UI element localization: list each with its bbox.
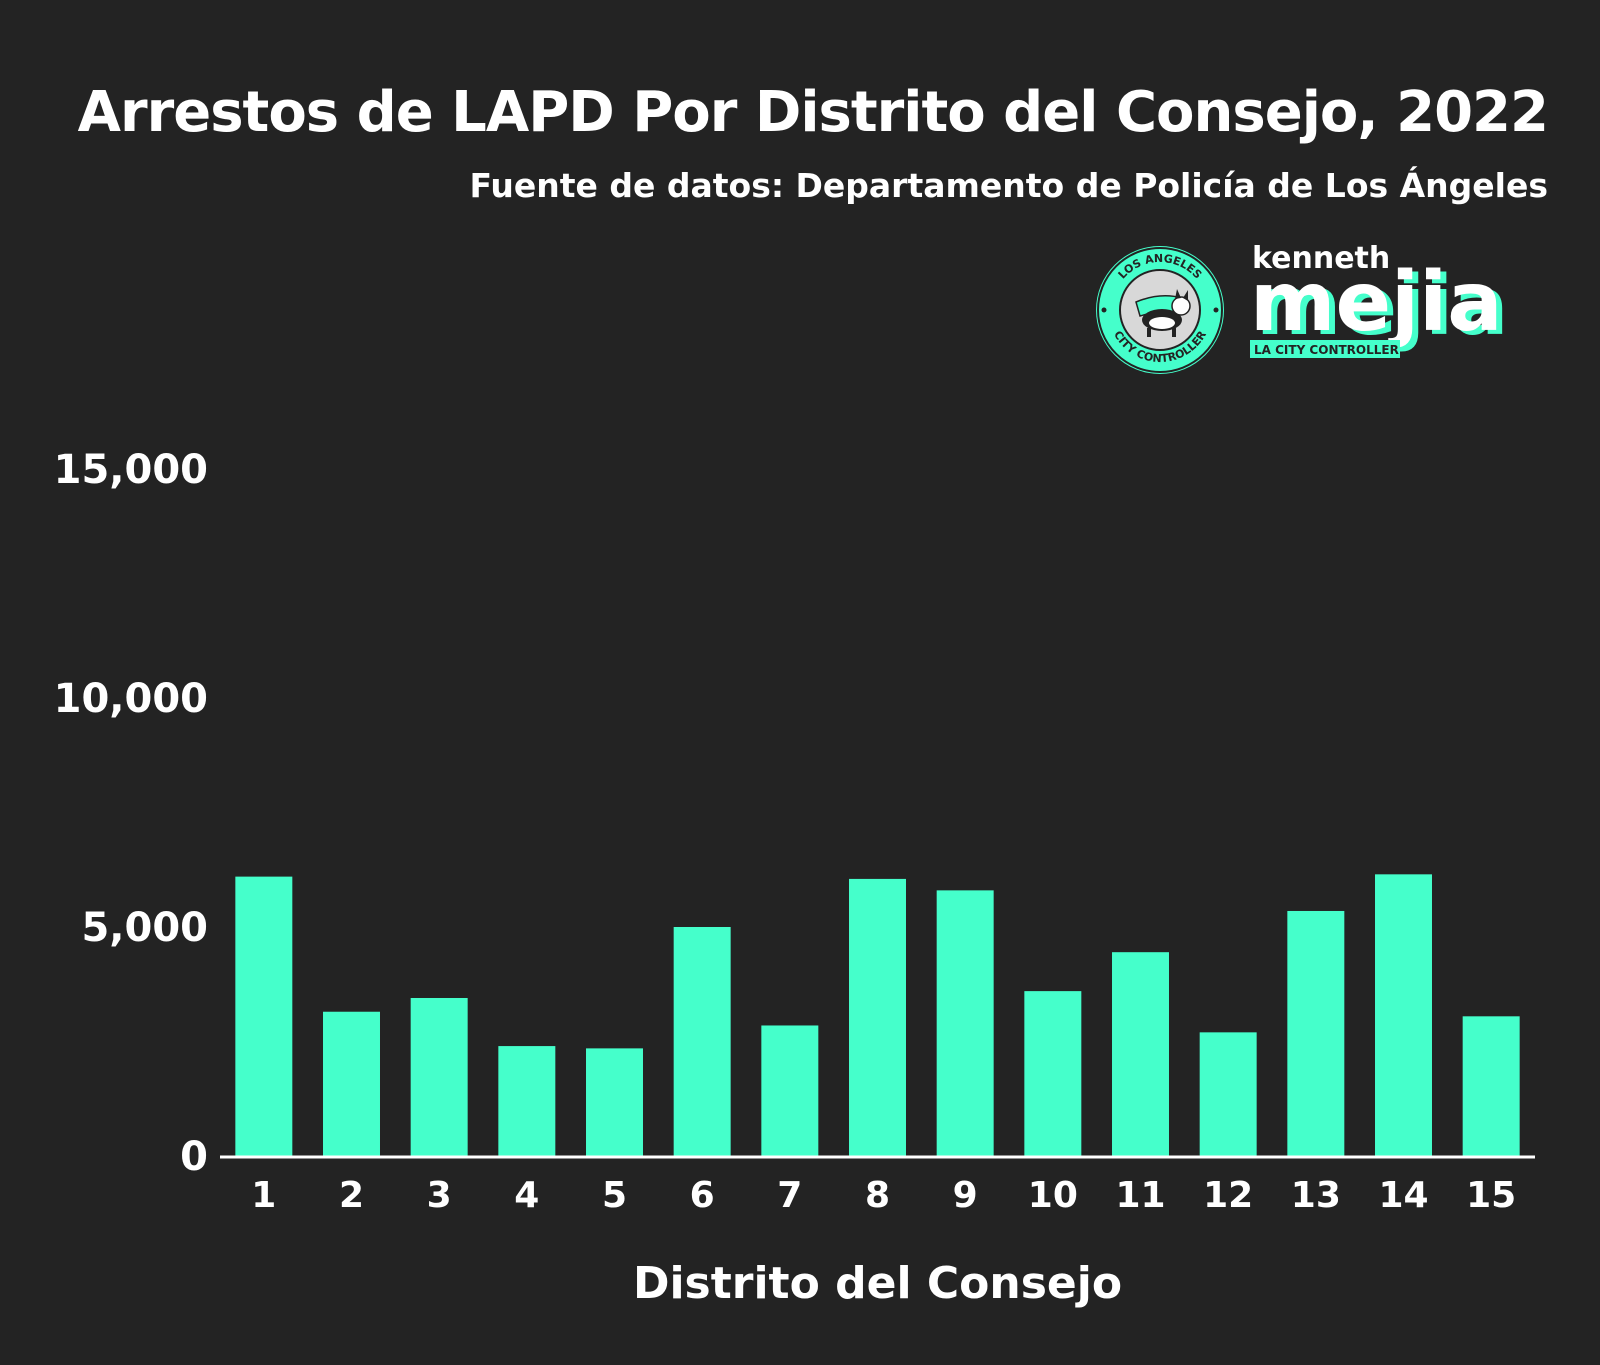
x-axis-ticks: 1 2 3 4 5 6 7 8 9 10 11 12 13 14 15: [251, 1175, 1516, 1216]
bar-district-7: [761, 1025, 819, 1156]
bar-district-6: [673, 927, 731, 1156]
bar-district-2: [323, 1011, 380, 1156]
x-tick-label: 13: [1291, 1175, 1341, 1216]
city-controller-seal-logo: LOS ANGELES CITY CONTROLLER: [1096, 246, 1224, 374]
x-tick-label: 2: [339, 1175, 364, 1216]
bar-district-3: [410, 997, 468, 1156]
branding-logos: LOS ANGELES CITY CONTROLLER kenneth meji…: [1090, 240, 1560, 380]
bar-district-1: [235, 876, 293, 1156]
bar-district-4: [498, 1046, 556, 1156]
x-tick-label: 8: [865, 1175, 890, 1216]
svg-text:LA CITY CONTROLLER: LA CITY CONTROLLER: [1254, 343, 1399, 357]
y-axis-ticks: 0 5,000 10,000 15,000: [54, 447, 208, 1180]
y-tick-label: 15,000: [54, 447, 208, 493]
x-tick-label: 5: [602, 1175, 627, 1216]
x-tick-label: 3: [427, 1175, 452, 1216]
bars: [235, 874, 1520, 1156]
svg-text:mejia: mejia: [1250, 255, 1503, 350]
x-tick-label: 12: [1203, 1175, 1253, 1216]
x-tick-label: 7: [777, 1175, 802, 1216]
x-tick-label: 4: [514, 1175, 539, 1216]
x-tick-label: 10: [1028, 1175, 1078, 1216]
kenneth-mejia-wordmark-logo: kenneth mejia mejia LA CITY CONTROLLER: [1250, 241, 1509, 358]
y-tick-label: 0: [180, 1134, 208, 1180]
chart-subtitle: Fuente de datos: Departamento de Policía…: [469, 166, 1548, 205]
x-axis-title: Distrito del Consejo: [633, 1258, 1122, 1309]
x-tick-label: 1: [251, 1175, 276, 1216]
x-tick-label: 14: [1378, 1175, 1428, 1216]
bar-district-15: [1462, 1016, 1520, 1156]
svg-text:kenneth: kenneth: [1252, 241, 1390, 276]
chart-title: Arrestos de LAPD Por Distrito del Consej…: [77, 80, 1549, 145]
bar-district-14: [1375, 874, 1432, 1156]
svg-text:mejia: mejia: [1256, 259, 1509, 354]
bar-district-11: [1112, 952, 1169, 1156]
bar-district-13: [1287, 910, 1345, 1156]
y-tick-label: 10,000: [54, 676, 208, 722]
x-tick-label: 6: [690, 1175, 715, 1216]
x-tick-label: 11: [1115, 1175, 1165, 1216]
bar-district-12: [1199, 1032, 1257, 1156]
bar-district-9: [936, 890, 994, 1156]
bar-district-5: [586, 1048, 643, 1156]
y-tick-label: 5,000: [81, 905, 208, 951]
bar-district-8: [849, 878, 906, 1156]
bar-district-10: [1024, 991, 1082, 1156]
corgi-icon: [1135, 289, 1191, 337]
x-tick-label: 9: [953, 1175, 978, 1216]
x-tick-label: 15: [1466, 1175, 1516, 1216]
